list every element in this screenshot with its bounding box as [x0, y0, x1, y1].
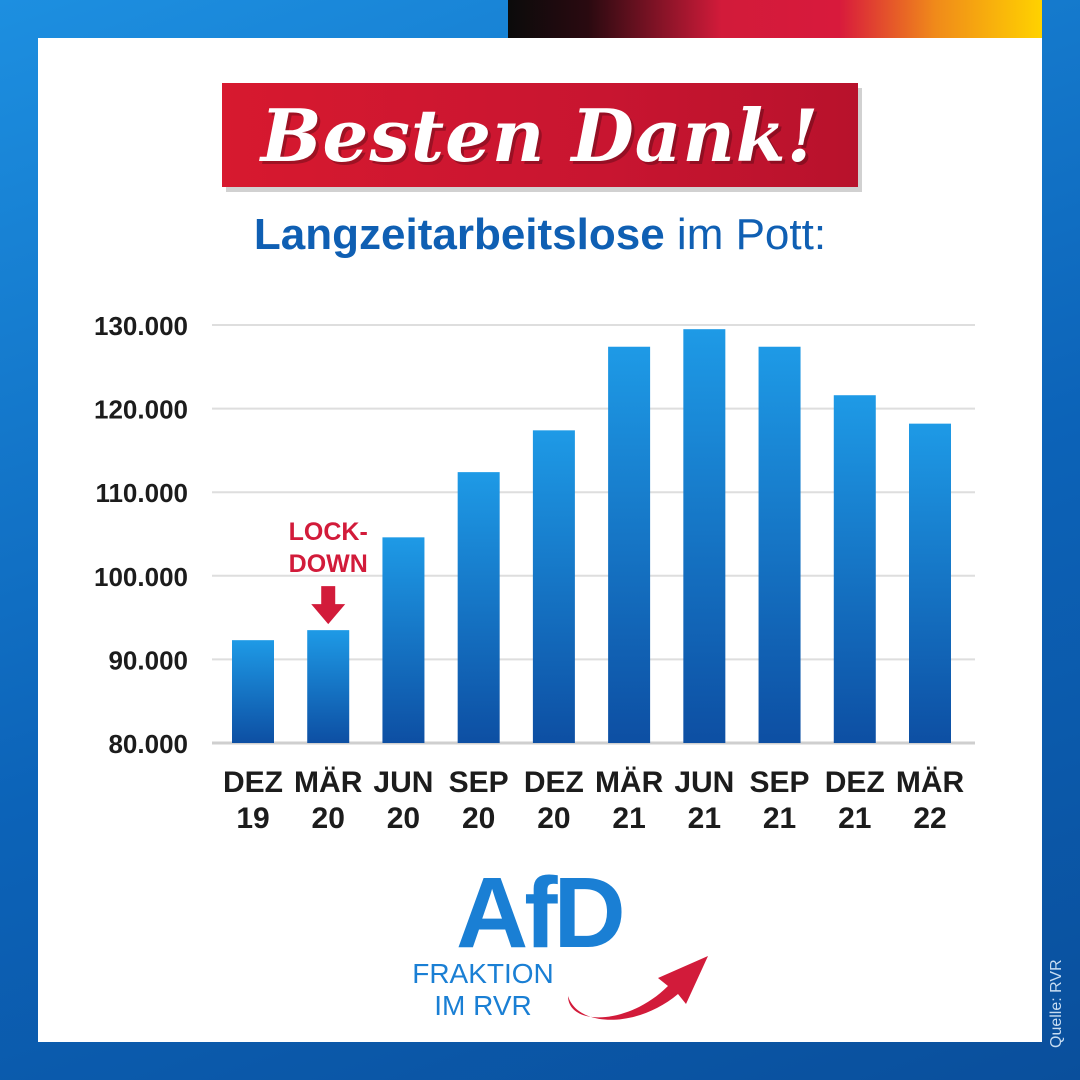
y-tick-label: 130.000: [94, 311, 188, 341]
bar: [758, 346, 801, 743]
bar: [532, 430, 575, 743]
flag-strip: [508, 0, 1042, 38]
x-tick-label-year: 21: [612, 802, 645, 835]
y-tick-label: 90.000: [108, 645, 188, 675]
lockdown-annotation: LOCK- DOWN: [289, 518, 368, 625]
y-tick-label: 110.000: [95, 478, 188, 508]
x-axis-labels: DEZ19MÄR20JUN20SEP20DEZ20MÄR21JUN21SEP21…: [223, 766, 964, 835]
x-tick-label-year: 20: [387, 802, 420, 835]
x-tick-label-month: DEZ: [223, 766, 283, 799]
subtitle-bold: Langzeitarbeitslose: [253, 210, 665, 259]
x-tick-label-year: 20: [462, 802, 495, 835]
x-tick-label-year: 20: [312, 802, 345, 835]
y-tick-label: 100.000: [94, 562, 188, 592]
headline-banner: [222, 83, 858, 187]
x-tick-label-month: DEZ: [524, 766, 584, 799]
headline: Besten Dank!: [260, 92, 820, 178]
x-tick-label-year: 22: [913, 802, 946, 835]
y-tick-label: 80.000: [108, 729, 188, 759]
x-tick-label-month: SEP: [750, 766, 810, 799]
x-tick-label-year: 21: [838, 802, 871, 835]
bar: [909, 423, 951, 743]
bar: [833, 395, 876, 743]
x-tick-label-year: 19: [236, 802, 269, 835]
x-tick-label-year: 21: [763, 802, 796, 835]
x-tick-label-month: JUN: [674, 766, 734, 799]
logo-mark: AfD: [456, 857, 626, 969]
x-tick-label-month: MÄR: [896, 766, 965, 799]
down-arrow-icon: [311, 586, 346, 625]
logo-subtitle-line-2: IM RVR: [434, 990, 532, 1021]
logo-subtitle: FRAKTION IM RVR: [398, 958, 568, 1022]
bar: [382, 537, 425, 743]
x-tick-label-year: 21: [688, 802, 721, 835]
annotation-text: LOCK-: [289, 518, 368, 546]
swoosh-arrow-icon: [568, 956, 708, 1020]
annotation-text: DOWN: [289, 550, 368, 578]
bar: [608, 346, 651, 743]
x-tick-label-year: 20: [537, 802, 570, 835]
subtitle: Langzeitarbeitslose im Pott:: [0, 210, 1080, 260]
bars: [232, 329, 951, 743]
x-tick-label-month: JUN: [373, 766, 433, 799]
bar: [307, 630, 350, 743]
bar: [683, 329, 726, 743]
logo-subtitle-line-1: FRAKTION: [412, 958, 554, 989]
source-credit: Quelle: RVR: [1048, 959, 1065, 1048]
x-tick-label-month: MÄR: [595, 766, 664, 799]
bar: [232, 640, 274, 743]
x-tick-label-month: DEZ: [825, 766, 885, 799]
x-tick-label-month: SEP: [449, 766, 509, 799]
subtitle-rest: im Pott:: [676, 210, 827, 259]
x-tick-label-month: MÄR: [294, 766, 363, 799]
bar: [457, 472, 500, 743]
y-axis-labels: 80.000 90.000 100.000 110.000 120.000 130.000: [94, 311, 188, 759]
y-tick-label: 120.000: [94, 395, 188, 425]
afd-logo: AfD FRAKTION IM RVR: [388, 857, 718, 1028]
